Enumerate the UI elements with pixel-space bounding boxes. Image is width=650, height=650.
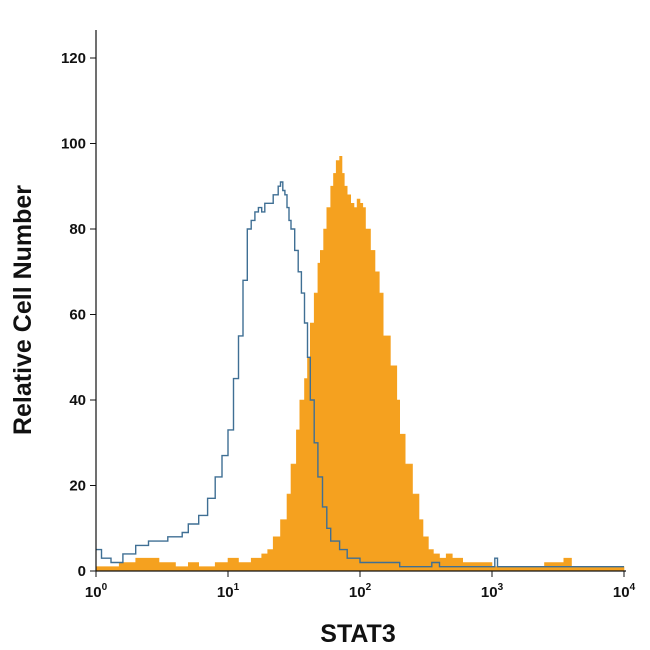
y-tick-label: 100 (61, 136, 86, 153)
x-tick-label: 104 (613, 582, 636, 601)
x-tick-exponent: 2 (366, 582, 372, 593)
y-tick-label: 120 (61, 50, 86, 67)
y-tick-label: 0 (78, 563, 86, 580)
y-ticks: 0 20 40 60 80 100 120 (61, 50, 96, 580)
x-tick-exponent: 0 (102, 582, 108, 593)
x-tick-base: 10 (85, 584, 102, 601)
x-tick-base: 10 (613, 584, 630, 601)
x-tick-exponent: 3 (498, 582, 504, 593)
x-tick-exponent: 4 (630, 582, 636, 593)
y-tick-label: 80 (69, 221, 86, 238)
y-axis-label: Relative Cell Number (9, 185, 37, 435)
series-isotype-control-outline (96, 181, 624, 568)
x-axis-label: STAT3 (320, 620, 395, 648)
y-tick-label: 20 (69, 478, 86, 495)
x-tick-label: 102 (349, 582, 372, 601)
x-tick-base: 10 (349, 584, 366, 601)
series-stat3-filled-histogram (95, 156, 625, 572)
x-ticks: 100 101 102 103 104 (85, 571, 636, 601)
x-tick-label: 100 (85, 582, 108, 601)
x-tick-base: 10 (481, 584, 498, 601)
x-tick-base: 10 (217, 584, 234, 601)
x-tick-exponent: 1 (234, 582, 240, 593)
x-tick-label: 103 (481, 582, 504, 601)
y-tick-label: 40 (69, 392, 86, 409)
axes (95, 30, 626, 572)
y-tick-label: 60 (69, 307, 86, 324)
x-tick-label: 101 (217, 582, 240, 601)
plot-area (95, 156, 625, 572)
